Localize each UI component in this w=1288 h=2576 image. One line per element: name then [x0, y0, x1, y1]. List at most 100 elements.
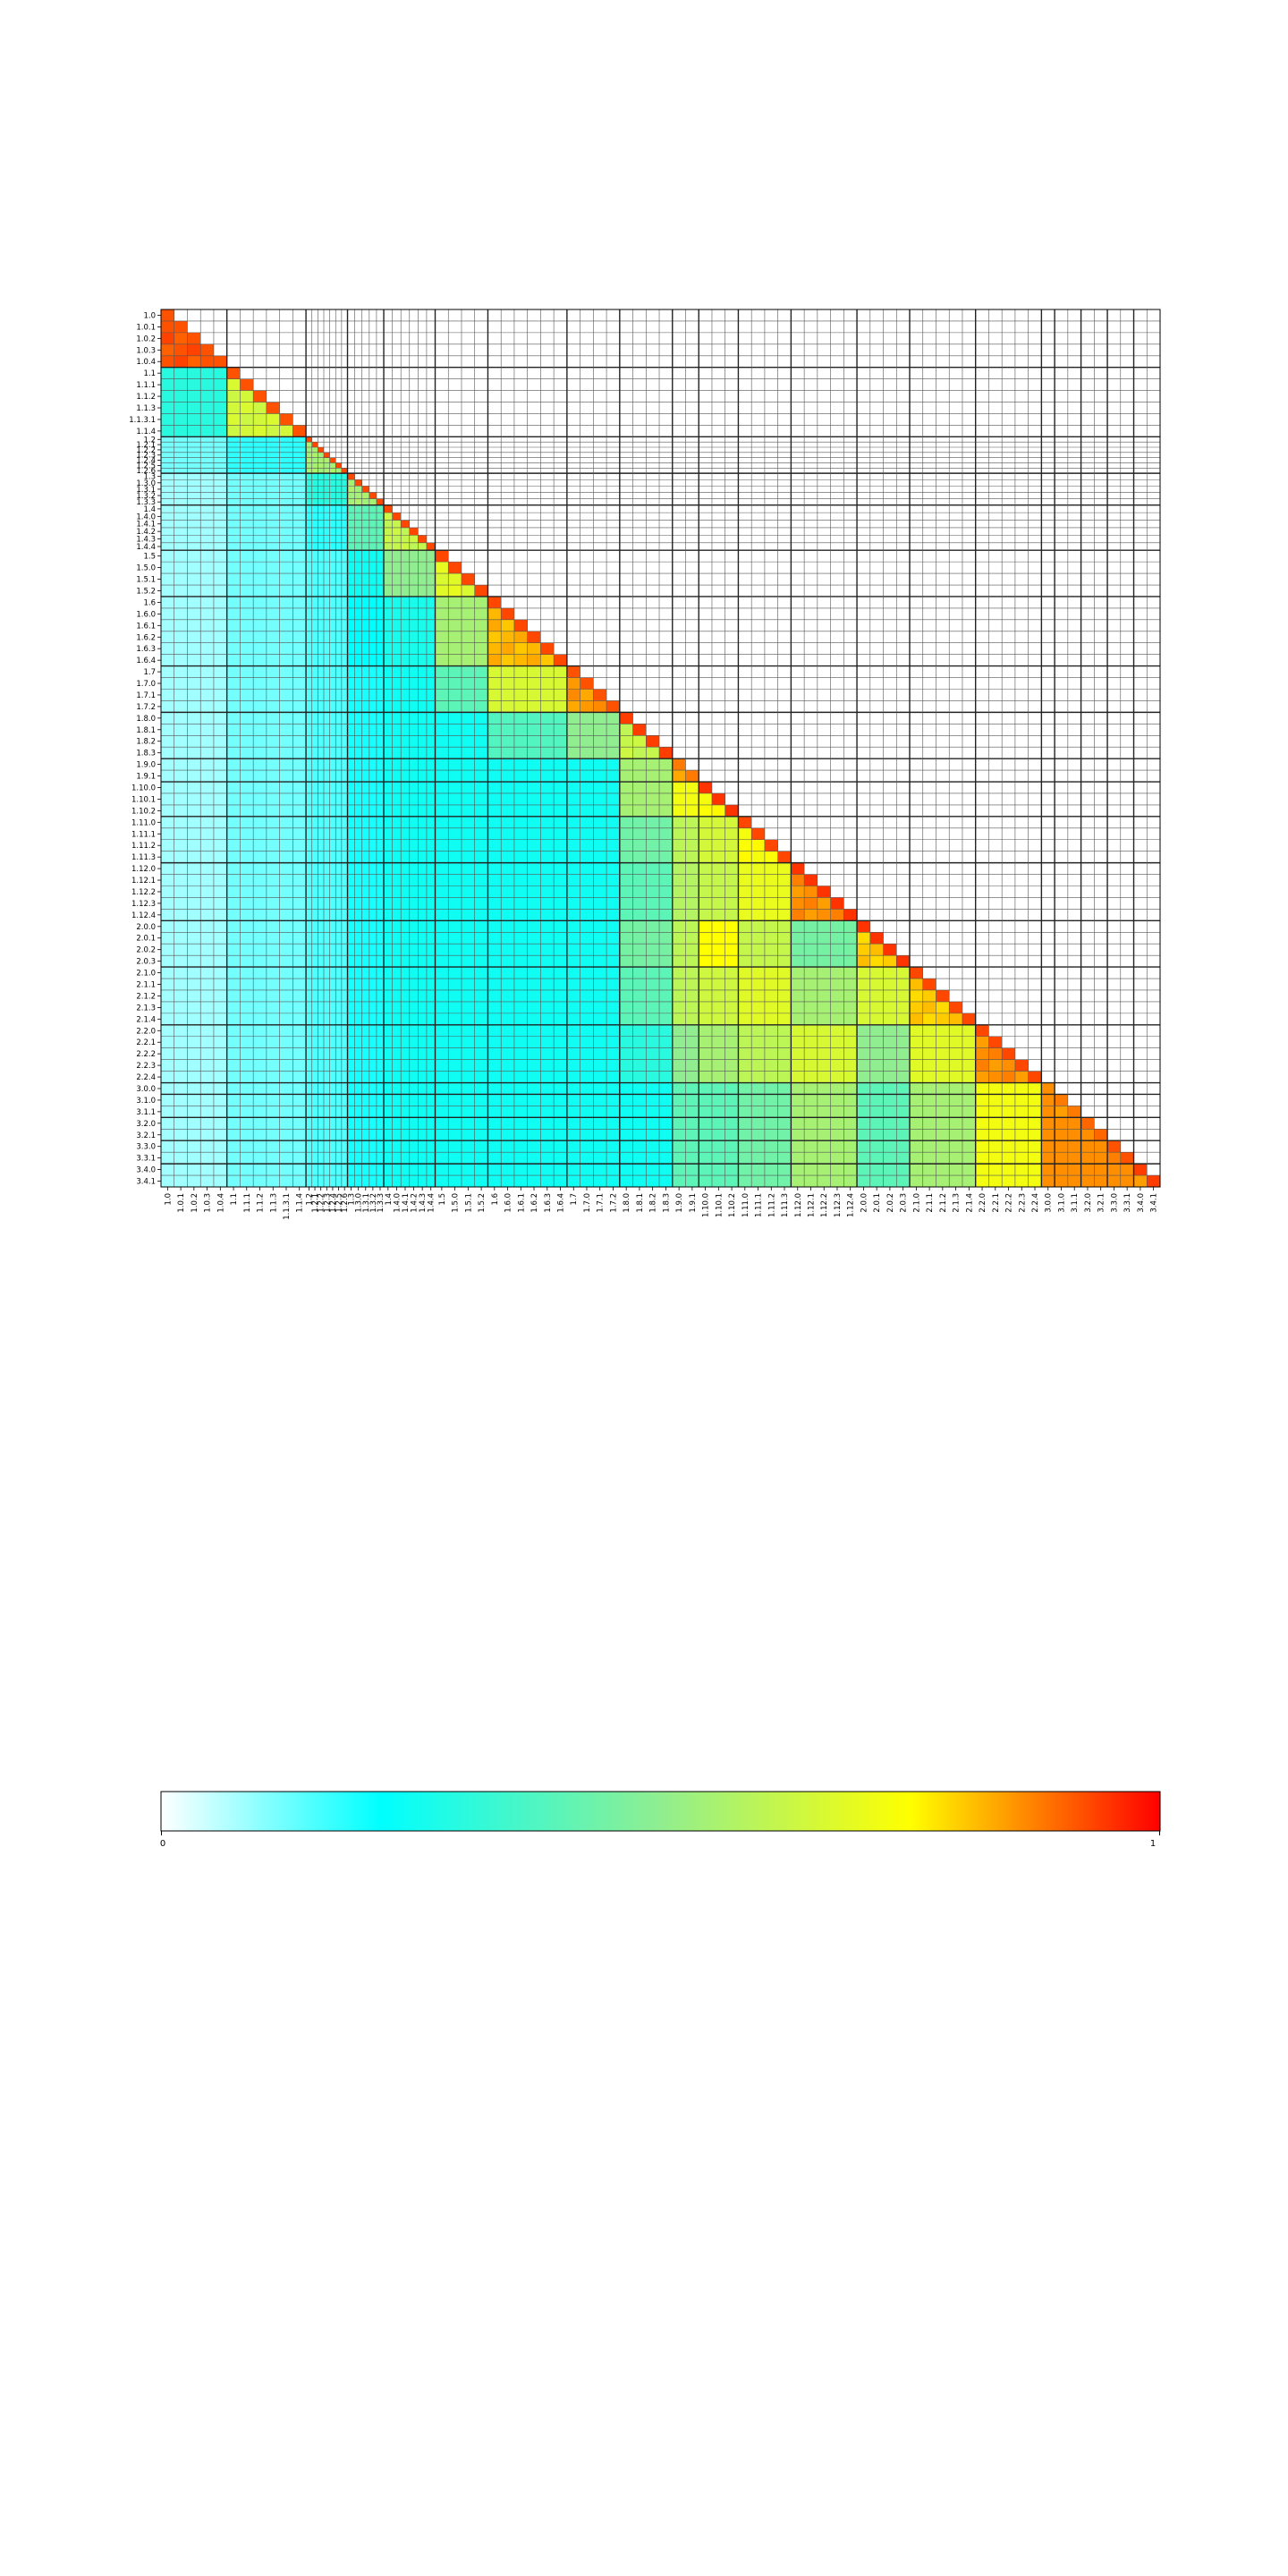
- heatmap-cell: [830, 955, 844, 968]
- heatmap-cell: [883, 1140, 897, 1153]
- heatmap-cell: [311, 920, 318, 933]
- heatmap-cell: [554, 1082, 567, 1095]
- heatmap-cell: [857, 1152, 870, 1165]
- x-tick-label: 1.6.3: [544, 1193, 553, 1213]
- heatmap-cell: [253, 573, 267, 586]
- heatmap-cell: [187, 585, 201, 597]
- heatmap-cell: [409, 955, 419, 968]
- heatmap-cell: [213, 1071, 227, 1083]
- heatmap-cell: [369, 677, 377, 690]
- heatmap-cell: [593, 1024, 607, 1037]
- heatmap-cell: [936, 1129, 950, 1141]
- heatmap-cell: [401, 862, 410, 875]
- heatmap-cell: [632, 827, 647, 840]
- heatmap-cell: [392, 631, 402, 643]
- heatmap-cell: [240, 827, 254, 840]
- heatmap-cell: [226, 498, 241, 505]
- heatmap-cell: [187, 542, 201, 551]
- heatmap-cell: [606, 804, 620, 817]
- heatmap-cell: [354, 492, 362, 499]
- heatmap-cell: [329, 462, 336, 469]
- heatmap-cell: [540, 712, 555, 724]
- heatmap-cell: [409, 550, 419, 563]
- heatmap-cell: [341, 944, 348, 956]
- heatmap-cell: [240, 758, 254, 771]
- heatmap-cell: [606, 792, 620, 805]
- heatmap-cell: [804, 932, 818, 945]
- heatmap-cell: [869, 1013, 884, 1025]
- heatmap-cell: [409, 979, 419, 990]
- heatmap-cell: [817, 909, 831, 921]
- heatmap-cell: [292, 1059, 307, 1072]
- heatmap-cell: [213, 735, 227, 748]
- heatmap-cell: [226, 1082, 241, 1095]
- heatmap-cell: [311, 735, 318, 748]
- heatmap-cell: [435, 700, 449, 713]
- heatmap-cell: [672, 1129, 686, 1141]
- heatmap-cell: [384, 724, 393, 736]
- heatmap-cell: [392, 619, 402, 631]
- heatmap-cell: [461, 1059, 475, 1072]
- heatmap-cell: [226, 596, 241, 608]
- heatmap-cell: [341, 1175, 348, 1187]
- heatmap-cell: [329, 550, 336, 563]
- heatmap-cell: [461, 839, 475, 852]
- heatmap-cell: [213, 390, 227, 402]
- heatmap-cell: [292, 457, 307, 463]
- heatmap-cell: [369, 804, 377, 817]
- heatmap-cell: [200, 920, 214, 933]
- heatmap-cell: [580, 1024, 594, 1037]
- heatmap-cell: [213, 1082, 227, 1095]
- heatmap-cell: [161, 447, 174, 453]
- heatmap-cell: [174, 527, 188, 536]
- heatmap-cell: [711, 1164, 725, 1176]
- heatmap-cell: [341, 492, 348, 499]
- heatmap-cell: [606, 782, 620, 793]
- heatmap-cell: [448, 747, 462, 759]
- heatmap-cell: [361, 498, 369, 505]
- heatmap-cell: [936, 1013, 950, 1025]
- heatmap-cell: [226, 527, 241, 536]
- heatmap-cell: [161, 573, 174, 586]
- heatmap-cell: [318, 700, 324, 713]
- heatmap-cell: [922, 979, 936, 990]
- heatmap-cell: [226, 520, 241, 528]
- heatmap-cell: [619, 1106, 633, 1118]
- heatmap-cell: [448, 827, 462, 840]
- heatmap-cell: [161, 550, 174, 563]
- heatmap-cell: [240, 839, 254, 852]
- heatmap-cell: [426, 1001, 436, 1013]
- heatmap-cell: [347, 804, 355, 817]
- heatmap-cell: [1080, 1129, 1095, 1141]
- heatmap-cell: [361, 1140, 369, 1153]
- heatmap-cell: [869, 979, 884, 990]
- heatmap-cell: [187, 573, 201, 586]
- heatmap-cell: [501, 1001, 514, 1013]
- heatmap-cell: [949, 1013, 962, 1025]
- heatmap-cell: [311, 1024, 318, 1037]
- heatmap-cell: [883, 1106, 897, 1118]
- heatmap-cell: [200, 792, 214, 805]
- heatmap-cell: [593, 851, 607, 863]
- y-tick-label: 1.0.3: [136, 346, 156, 355]
- heatmap-cell: [306, 955, 312, 968]
- heatmap-cell: [619, 862, 633, 875]
- heatmap-cell: [369, 1071, 377, 1083]
- heatmap-cell: [632, 792, 647, 805]
- heatmap-cell: [738, 1001, 752, 1013]
- heatmap-cell: [187, 607, 201, 620]
- heatmap-cell: [401, 804, 410, 817]
- heatmap-cell: [279, 542, 293, 551]
- heatmap-cell: [341, 1129, 348, 1141]
- heatmap-cell: [448, 770, 462, 783]
- heatmap-cell: [354, 677, 362, 690]
- heatmap-cell: [384, 735, 393, 748]
- heatmap-cell: [566, 1129, 580, 1141]
- heatmap-cell: [292, 504, 307, 513]
- heatmap-cell: [593, 944, 607, 956]
- heatmap-cell: [764, 1164, 778, 1176]
- heatmap-cell: [161, 1047, 174, 1060]
- heatmap-cell: [253, 1047, 267, 1060]
- heatmap-cell: [580, 677, 594, 690]
- heatmap-cell: [418, 654, 427, 666]
